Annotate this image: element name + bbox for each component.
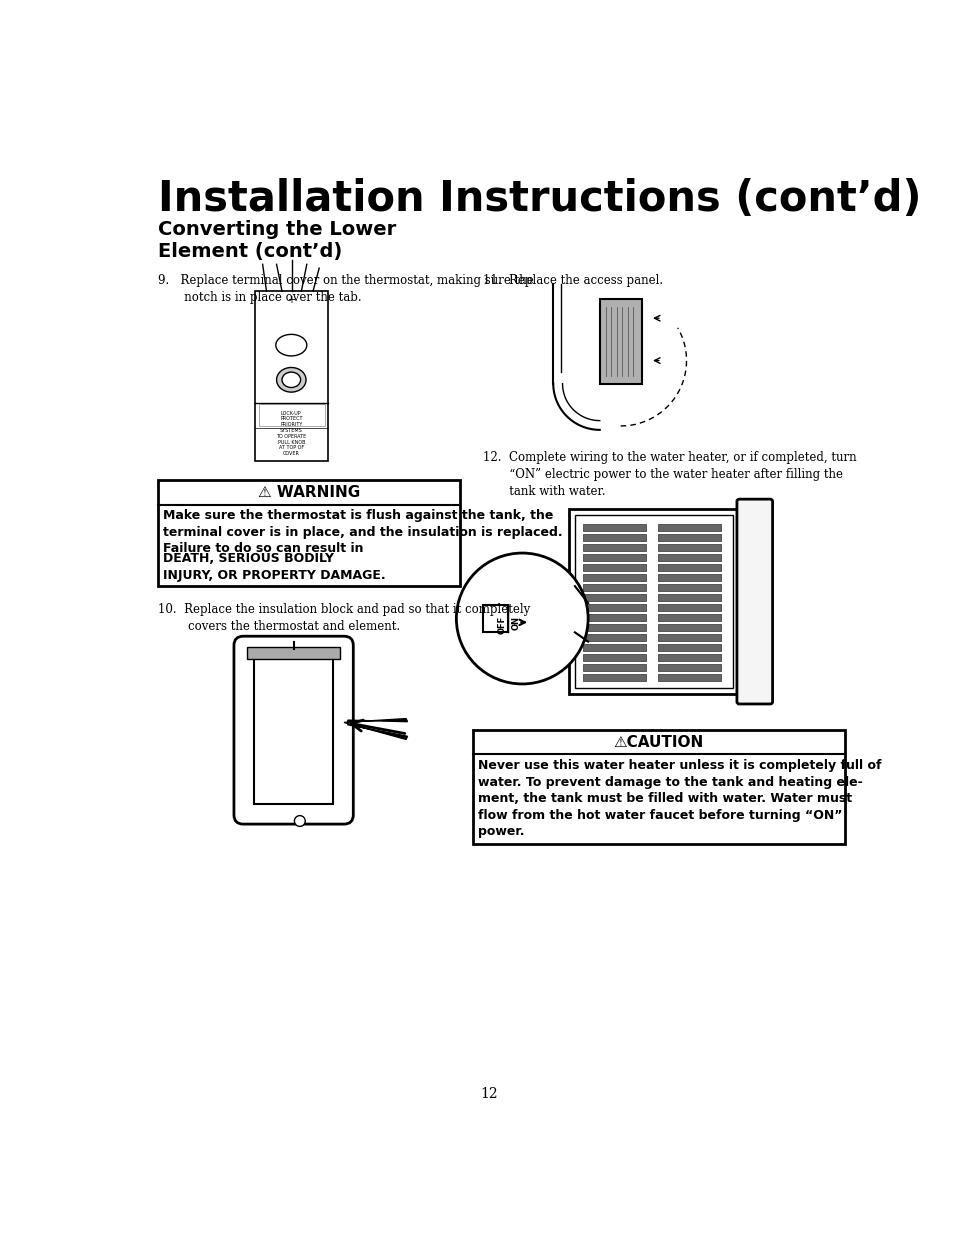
Bar xyxy=(582,554,645,560)
Text: +: + xyxy=(287,295,295,305)
Circle shape xyxy=(456,553,587,684)
Bar xyxy=(582,604,645,611)
Bar xyxy=(658,574,720,580)
Bar xyxy=(658,604,720,611)
Text: Converting the Lower
Element (cont’d): Converting the Lower Element (cont’d) xyxy=(158,219,395,262)
Text: ⚠ WARNING: ⚠ WARNING xyxy=(257,485,360,500)
Bar xyxy=(483,605,508,632)
Bar xyxy=(582,574,645,580)
Ellipse shape xyxy=(275,335,307,356)
Bar xyxy=(658,653,720,661)
Bar xyxy=(658,533,720,541)
Bar xyxy=(582,624,645,631)
Bar xyxy=(658,624,720,631)
Bar xyxy=(582,584,645,590)
Bar xyxy=(258,404,324,427)
Text: ON: ON xyxy=(511,616,520,630)
Bar xyxy=(582,523,645,531)
Bar xyxy=(582,644,645,651)
Bar xyxy=(582,653,645,661)
Bar xyxy=(582,564,645,570)
Bar xyxy=(568,510,739,694)
Text: Never use this water heater unless it is completely full of
water. To prevent da: Never use this water heater unless it is… xyxy=(477,759,881,838)
Text: 10.  Replace the insulation block and pad so that it completely
        covers t: 10. Replace the insulation block and pad… xyxy=(158,603,530,634)
Text: DEATH, SERIOUS BODILY
INJURY, OR PROPERTY DAMAGE.: DEATH, SERIOUS BODILY INJURY, OR PROPERT… xyxy=(163,552,386,582)
Text: Installation Instructions (cont’d): Installation Instructions (cont’d) xyxy=(158,179,921,219)
Bar xyxy=(582,614,645,621)
Ellipse shape xyxy=(282,372,300,387)
Ellipse shape xyxy=(276,367,306,392)
Bar xyxy=(658,644,720,651)
Text: OFF: OFF xyxy=(497,616,506,635)
Bar xyxy=(658,523,720,531)
Bar xyxy=(658,634,720,641)
Bar xyxy=(658,584,720,590)
Bar xyxy=(599,299,641,383)
Text: 9.   Replace terminal cover on the thermostat, making sure the
       notch is i: 9. Replace terminal cover on the thermos… xyxy=(158,274,533,304)
Bar xyxy=(658,544,720,551)
Bar xyxy=(658,663,720,671)
Bar xyxy=(582,544,645,551)
Bar xyxy=(582,533,645,541)
Bar xyxy=(472,730,843,844)
Bar xyxy=(247,647,340,660)
Polygon shape xyxy=(344,719,407,739)
FancyBboxPatch shape xyxy=(736,500,772,704)
Bar xyxy=(582,594,645,601)
Text: TO OPERATE
PULL KNOB
AT TOP OF
COVER: TO OPERATE PULL KNOB AT TOP OF COVER xyxy=(275,434,306,456)
Circle shape xyxy=(294,816,305,826)
FancyBboxPatch shape xyxy=(233,636,353,825)
Bar xyxy=(658,614,720,621)
Bar xyxy=(158,480,459,587)
Bar xyxy=(254,291,328,460)
Text: LOCK-UP
PROTECT
PRIORITY
SYSTEMS: LOCK-UP PROTECT PRIORITY SYSTEMS xyxy=(279,410,302,433)
Bar xyxy=(253,656,333,804)
Text: 11.  Replace the access panel.: 11. Replace the access panel. xyxy=(483,274,663,286)
Text: 12: 12 xyxy=(479,1086,497,1101)
Text: 12.  Complete wiring to the water heater, or if completed, turn
       “ON” elec: 12. Complete wiring to the water heater,… xyxy=(483,451,856,498)
Bar xyxy=(658,594,720,601)
Bar xyxy=(582,663,645,671)
Bar xyxy=(658,564,720,570)
Text: ⚠CAUTION: ⚠CAUTION xyxy=(613,735,703,750)
Bar xyxy=(582,675,645,681)
Bar xyxy=(270,291,313,309)
Text: Make sure the thermostat is flush against the tank, the
terminal cover is in pla: Make sure the thermostat is flush agains… xyxy=(163,510,562,556)
Bar xyxy=(575,516,732,688)
Bar xyxy=(582,634,645,641)
Bar xyxy=(658,675,720,681)
Bar xyxy=(658,554,720,560)
